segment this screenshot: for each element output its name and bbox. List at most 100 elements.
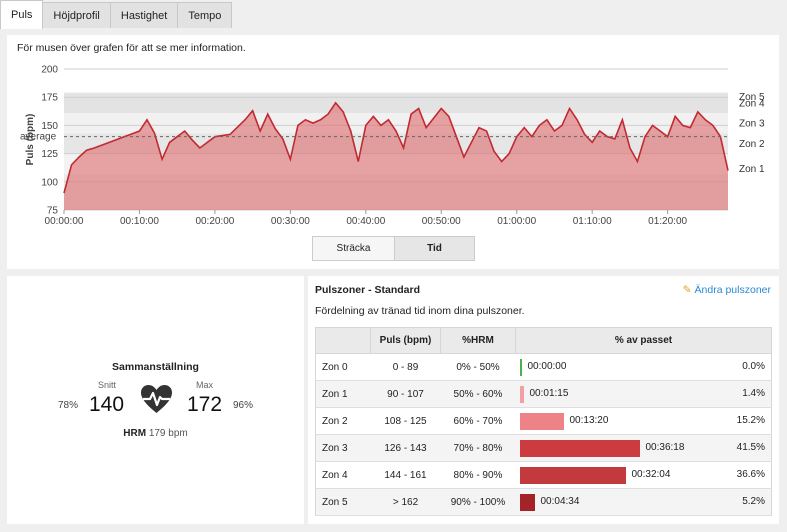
zone-share-cell: 00:04:34 5.2% bbox=[515, 488, 772, 516]
zone-hrm: 90% - 100% bbox=[440, 488, 516, 516]
zone-hrm: 70% - 80% bbox=[440, 434, 516, 462]
zone-bpm: 108 - 125 bbox=[370, 407, 441, 435]
zone-bar bbox=[519, 494, 535, 511]
tab-hojdprofil[interactable]: Höjdprofil bbox=[42, 2, 111, 28]
hrm-value: 179 bpm bbox=[148, 428, 188, 439]
y-tick-label: 75 bbox=[47, 206, 59, 217]
average-label: average bbox=[20, 132, 57, 143]
zone-percent: 0.0% bbox=[742, 361, 765, 372]
x-tick-label: 01:10:00 bbox=[573, 216, 612, 227]
zone-bpm: 126 - 143 bbox=[370, 434, 441, 462]
x-tick-label: 00:00:00 bbox=[45, 216, 84, 227]
zones-title: Pulszoner - Standard bbox=[315, 284, 421, 296]
zone-hrm: 80% - 90% bbox=[440, 461, 516, 489]
x-tick-label: 00:40:00 bbox=[346, 216, 385, 227]
zone-bar bbox=[519, 359, 522, 376]
tab-hastighet[interactable]: Hastighet bbox=[109, 2, 179, 28]
y-tick-label: 175 bbox=[41, 93, 58, 104]
col-header-hrm: %HRM bbox=[440, 327, 516, 354]
zone-name: Zon 1 bbox=[315, 380, 371, 408]
avg-label: Snitt bbox=[98, 380, 117, 390]
hrm-line: HRM 179 bpm bbox=[7, 428, 304, 439]
zone-bar bbox=[519, 440, 640, 457]
zone-share-cell: 00:13:20 15.2% bbox=[515, 407, 772, 435]
zone-percent: 36.6% bbox=[736, 469, 765, 480]
zone-bar bbox=[519, 413, 564, 430]
x-tick-label: 00:30:00 bbox=[271, 216, 310, 227]
zone-percent: 15.2% bbox=[736, 415, 765, 426]
avg-value: 140 bbox=[89, 393, 125, 416]
x-tick-label: 01:20:00 bbox=[648, 216, 687, 227]
zone-label: Zon 3 bbox=[739, 119, 765, 130]
zone-percent: 41.5% bbox=[736, 442, 765, 453]
zone-bpm: > 162 bbox=[370, 488, 441, 516]
zone-hrm: 0% - 50% bbox=[440, 353, 516, 381]
x-tick-label: 00:20:00 bbox=[195, 216, 234, 227]
summary-panel: Sammanställning Snitt Max 78% 140 172 96… bbox=[7, 276, 304, 524]
heart-rate-line bbox=[63, 101, 729, 194]
heart-pulse-icon bbox=[141, 385, 172, 413]
zone-label: Zon 2 bbox=[739, 139, 765, 150]
zone-band bbox=[64, 92, 728, 113]
col-header-percent: % av passet bbox=[515, 327, 772, 354]
zone-time: 00:01:15 bbox=[529, 388, 569, 399]
y-tick-label: 125 bbox=[41, 149, 58, 160]
zone-time: 00:36:18 bbox=[645, 442, 685, 453]
zone-name: Zon 0 bbox=[315, 353, 371, 381]
edit-zones-label: Ändra pulszoner bbox=[694, 284, 771, 296]
zone-share-cell: 00:36:18 41.5% bbox=[515, 434, 772, 462]
col-header-bpm: Puls (bpm) bbox=[370, 327, 441, 354]
zone-time: 00:13:20 bbox=[569, 415, 609, 426]
zone-label: Zon 1 bbox=[739, 164, 765, 175]
zone-percent: 5.2% bbox=[742, 496, 765, 507]
zone-time: 00:32:04 bbox=[631, 469, 671, 480]
chart-hint: För musen över grafen för att se mer inf… bbox=[17, 42, 246, 54]
max-label: Max bbox=[196, 380, 214, 390]
hrm-label: HRM bbox=[123, 428, 147, 439]
max-percent: 96% bbox=[233, 400, 254, 411]
zones-description: Fördelning av tränad tid inom dina pulsz… bbox=[315, 305, 525, 317]
pencil-icon: ✎ bbox=[682, 284, 692, 296]
zone-name: Zon 2 bbox=[315, 407, 371, 435]
zone-row: Zon 4 144 - 161 80% - 90% 00:32:04 36.6% bbox=[315, 461, 772, 489]
toggle-distance[interactable]: Sträcka bbox=[312, 236, 395, 261]
y-tick-label: 150 bbox=[41, 121, 58, 132]
zone-hrm: 60% - 70% bbox=[440, 407, 516, 435]
zone-share-cell: 00:00:00 0.0% bbox=[515, 353, 772, 381]
zone-row: Zon 3 126 - 143 70% - 80% 00:36:18 41.5% bbox=[315, 434, 772, 462]
zone-name: Zon 4 bbox=[315, 461, 371, 489]
zone-row: Zon 2 108 - 125 60% - 70% 00:13:20 15.2% bbox=[315, 407, 772, 435]
tab-bar: Puls Höjdprofil Hastighet Tempo bbox=[0, 0, 233, 29]
zone-label: Zon 5 bbox=[739, 92, 765, 103]
zone-name: Zon 5 bbox=[315, 488, 371, 516]
zones-panel: Pulszoner - Standard ✎ Ändra pulszoner F… bbox=[308, 276, 779, 524]
heart-rate-chart-panel: För musen över grafen för att se mer inf… bbox=[7, 35, 779, 269]
toggle-time[interactable]: Tid bbox=[394, 236, 475, 261]
summary-title: Sammanställning bbox=[112, 361, 199, 373]
x-tick-label: 01:00:00 bbox=[497, 216, 536, 227]
x-tick-label: 00:10:00 bbox=[120, 216, 159, 227]
zone-hrm: 50% - 60% bbox=[440, 380, 516, 408]
zone-bar bbox=[519, 386, 524, 403]
zone-row: Zon 1 90 - 107 50% - 60% 00:01:15 1.4% bbox=[315, 380, 772, 408]
max-value: 172 bbox=[187, 393, 223, 416]
zone-share-cell: 00:01:15 1.4% bbox=[515, 380, 772, 408]
y-tick-label: 100 bbox=[41, 177, 58, 188]
tab-tempo[interactable]: Tempo bbox=[177, 2, 233, 28]
edit-zones-link[interactable]: ✎ Ändra pulszoner bbox=[683, 284, 771, 296]
zone-percent: 1.4% bbox=[742, 388, 765, 399]
zone-bpm: 90 - 107 bbox=[370, 380, 441, 408]
zone-time: 00:00:00 bbox=[527, 361, 567, 372]
heart-rate-area bbox=[64, 102, 728, 210]
zone-bar bbox=[519, 467, 626, 484]
zone-row: Zon 5 > 162 90% - 100% 00:04:34 5.2% bbox=[315, 488, 772, 516]
avg-percent: 78% bbox=[58, 400, 79, 411]
tab-puls[interactable]: Puls bbox=[0, 0, 44, 29]
zone-name: Zon 3 bbox=[315, 434, 371, 462]
y-axis-label: Puls (bpm) bbox=[25, 114, 36, 166]
zone-share-cell: 00:32:04 36.6% bbox=[515, 461, 772, 489]
